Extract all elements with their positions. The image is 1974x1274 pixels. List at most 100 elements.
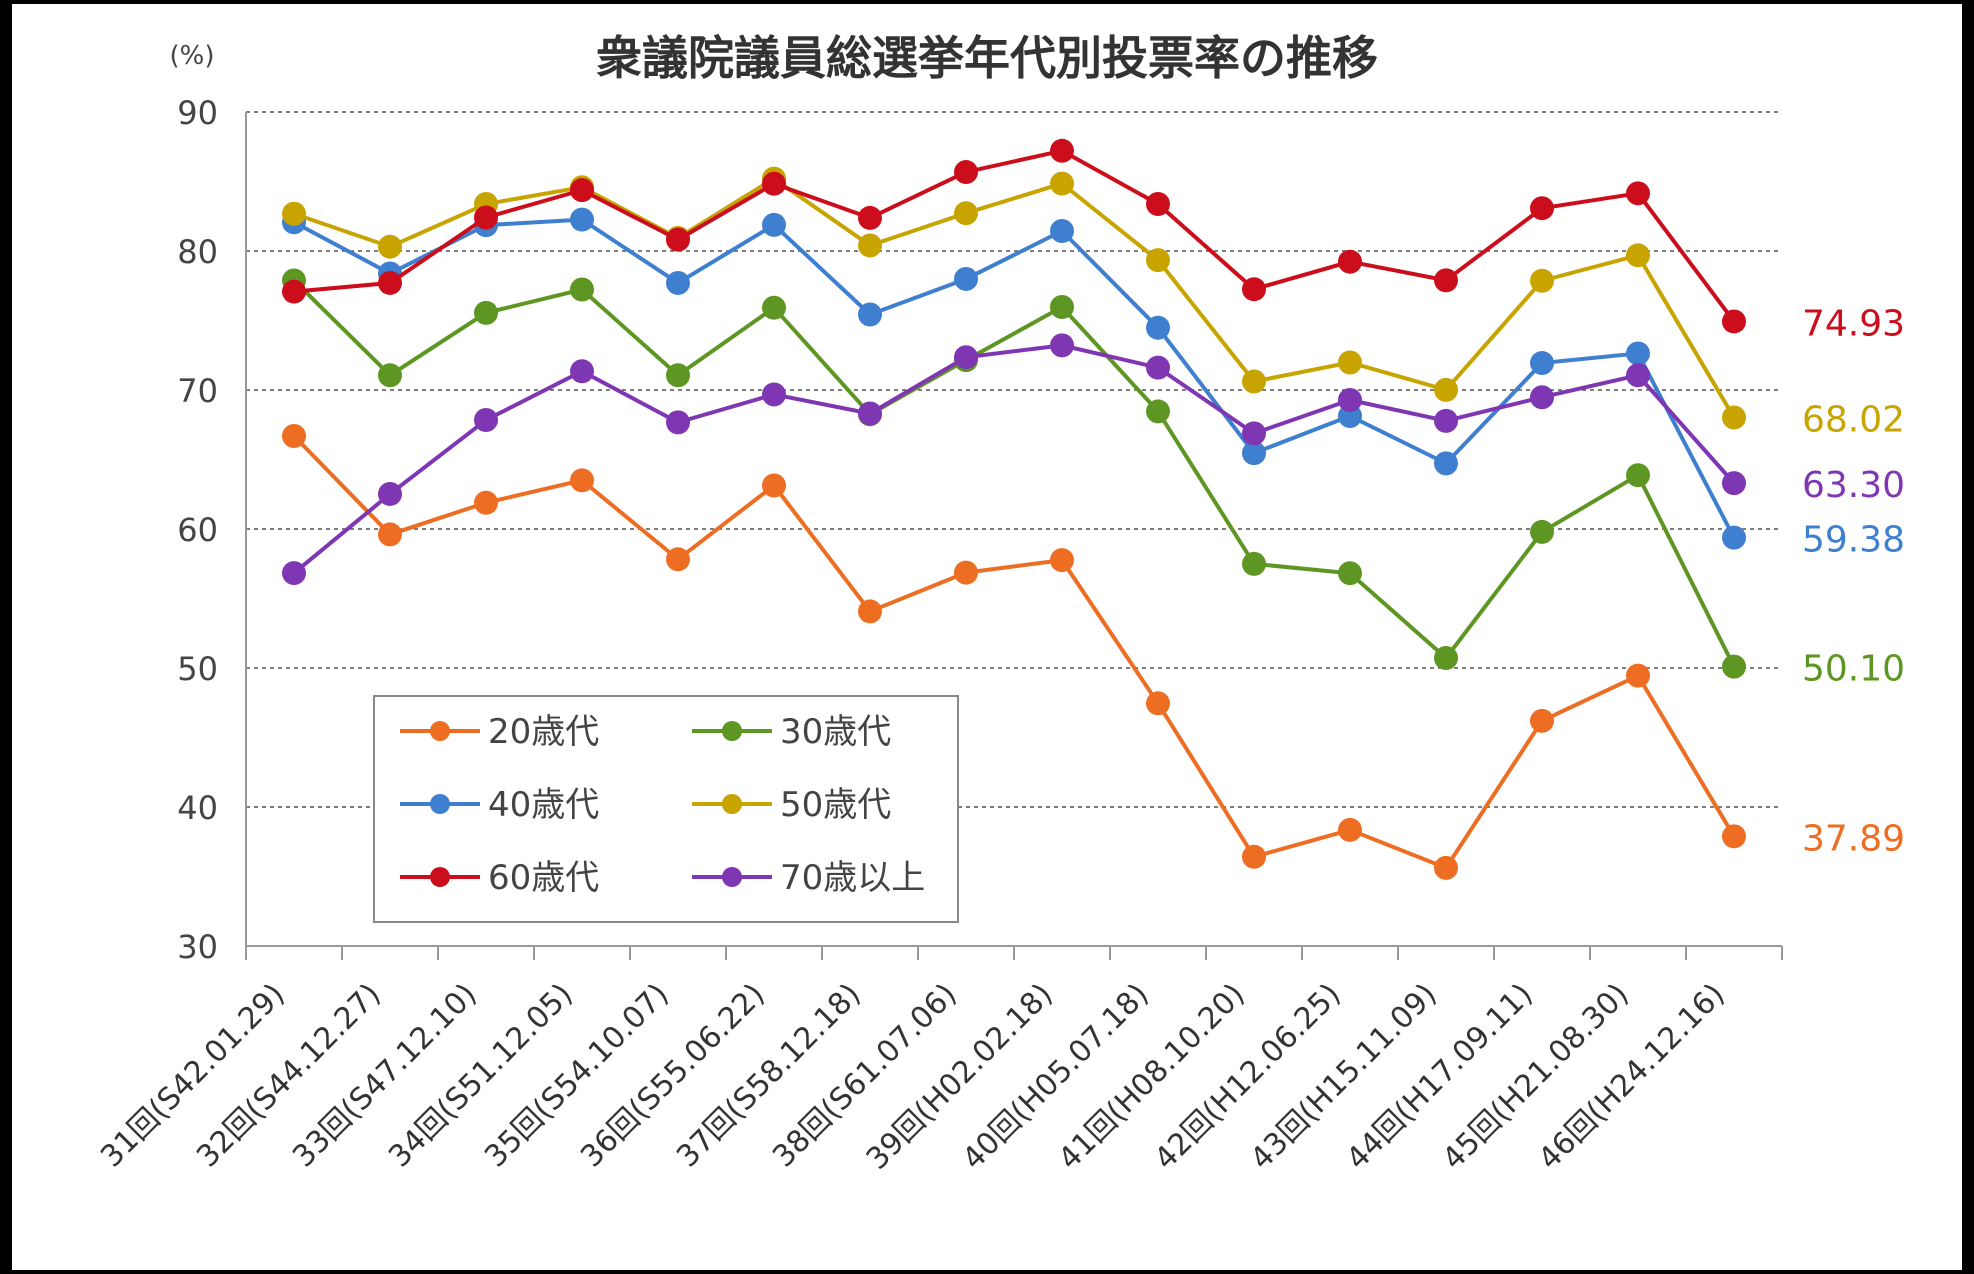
data-point xyxy=(1722,824,1746,849)
legend-label: 40歳代 xyxy=(488,785,599,825)
data-point xyxy=(1338,249,1362,274)
chart-title: 衆議院議員総選挙年代別投票率の推移 xyxy=(596,31,1378,85)
x-tick-label: 37回(S58.12.18) xyxy=(670,977,867,1174)
data-point xyxy=(1242,421,1266,446)
data-point xyxy=(1626,663,1650,688)
y-tick-label: 30 xyxy=(177,928,218,966)
legend-box xyxy=(373,695,959,923)
data-point xyxy=(1434,377,1458,402)
end-value-label: 63.30 xyxy=(1802,465,1905,506)
y-tick-label: 90 xyxy=(177,94,218,132)
data-point xyxy=(378,234,402,259)
data-point xyxy=(570,277,594,302)
data-point xyxy=(1434,855,1458,880)
data-point xyxy=(858,302,882,327)
end-value-labels: 37.89 50.10 59.38 68.02 74.93 63.30 xyxy=(1802,303,1905,859)
y-unit-label: (%) xyxy=(170,41,215,71)
data-point xyxy=(666,363,690,388)
x-tick-label: 46回(H24.12.16) xyxy=(1532,977,1732,1177)
data-point xyxy=(1242,551,1266,576)
data-point xyxy=(1242,844,1266,869)
y-tick-label: 60 xyxy=(177,511,218,549)
x-tick-label: 31回(S42.01.29) xyxy=(94,977,291,1174)
data-point xyxy=(570,359,594,384)
x-tick-label: 34回(S51.12.05) xyxy=(382,977,579,1174)
data-point xyxy=(1242,277,1266,302)
end-value-label: 68.02 xyxy=(1802,400,1905,441)
data-point xyxy=(1146,355,1170,380)
series-line xyxy=(293,148,1736,323)
legend-item: 20歳代 xyxy=(400,712,599,752)
data-point xyxy=(954,560,978,585)
data-point xyxy=(1434,408,1458,433)
data-point xyxy=(1722,525,1746,550)
legend-label: 70歳以上 xyxy=(780,858,925,898)
data-point xyxy=(1722,471,1746,496)
line-chart: 衆議院議員総選挙年代別投票率の推移 (%) 30 40 50 60 70 80 90 31回… xyxy=(12,4,1962,1270)
data-point xyxy=(378,481,402,506)
data-point xyxy=(1530,385,1554,410)
x-tick-labels: 31回(S42.01.29)32回(S44.12.27)33回(S47.12.1… xyxy=(94,977,1731,1177)
data-point xyxy=(762,212,786,237)
data-point xyxy=(282,424,306,449)
legend-item: 50歳代 xyxy=(692,785,891,825)
series-lines xyxy=(282,138,1746,880)
data-point xyxy=(1338,350,1362,375)
data-point xyxy=(1050,548,1074,573)
data-point xyxy=(1530,196,1554,221)
data-point xyxy=(1530,708,1554,733)
series-6 xyxy=(282,333,1746,586)
legend-swatch-marker xyxy=(722,794,742,814)
data-point xyxy=(1242,441,1266,466)
data-point xyxy=(378,270,402,295)
data-point xyxy=(954,160,978,185)
series-line xyxy=(292,343,1736,575)
data-point xyxy=(666,547,690,572)
data-point xyxy=(858,401,882,426)
data-point xyxy=(1338,561,1362,586)
data-point xyxy=(1530,519,1554,544)
data-point xyxy=(1146,399,1170,424)
x-tick-label: 35回(S54.10.07) xyxy=(478,977,675,1174)
legend-swatch-marker xyxy=(430,867,450,887)
data-point xyxy=(1722,654,1746,679)
data-point xyxy=(1722,405,1746,430)
data-point xyxy=(282,561,306,586)
data-point xyxy=(282,201,306,226)
data-point xyxy=(282,279,306,304)
data-point xyxy=(1530,268,1554,293)
y-tick-label: 70 xyxy=(177,372,218,410)
data-point xyxy=(1626,363,1650,388)
data-point xyxy=(1050,295,1074,320)
data-point xyxy=(666,270,690,295)
data-point xyxy=(954,345,978,370)
data-point xyxy=(1050,333,1074,358)
axes xyxy=(245,112,1783,960)
data-point xyxy=(474,408,498,433)
data-point xyxy=(1146,691,1170,716)
series-1 xyxy=(282,424,1746,880)
legend-label: 30歳代 xyxy=(780,712,891,752)
data-point xyxy=(1146,315,1170,340)
y-tick-labels: 30 40 50 60 70 80 90 xyxy=(177,94,218,966)
legend-label: 20歳代 xyxy=(488,712,599,752)
data-point xyxy=(378,363,402,388)
y-tick-label: 50 xyxy=(177,650,218,688)
data-point xyxy=(570,207,594,232)
data-point xyxy=(1146,192,1170,217)
data-point xyxy=(1722,309,1746,334)
data-point xyxy=(1146,248,1170,273)
data-point xyxy=(1050,138,1074,163)
data-point xyxy=(1338,388,1362,413)
data-point xyxy=(954,266,978,291)
series-line xyxy=(293,176,1736,419)
data-point xyxy=(1242,369,1266,394)
data-point xyxy=(858,599,882,624)
data-point xyxy=(474,300,498,325)
data-point xyxy=(858,205,882,230)
series-line xyxy=(292,434,1736,870)
legend-swatch-marker xyxy=(430,721,450,741)
series-2 xyxy=(282,268,1746,679)
x-tick-label: 36回(S55.06.22) xyxy=(574,977,771,1174)
